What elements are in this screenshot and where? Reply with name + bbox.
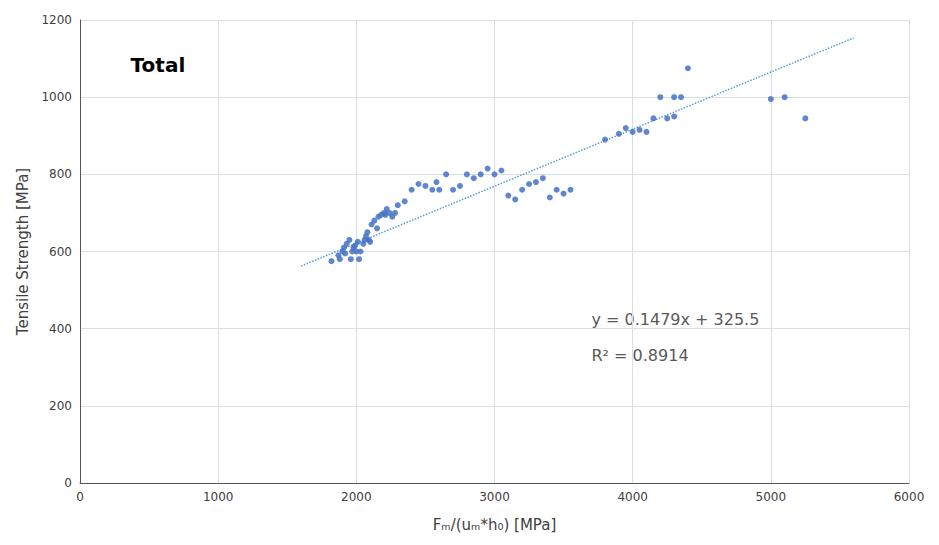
svg-text:y = 0.1479x + 325.5: y = 0.1479x + 325.5 bbox=[591, 310, 759, 329]
svg-text:6000: 6000 bbox=[894, 490, 925, 504]
svg-text:Fₘ/(uₘ*h₀) [MPa]: Fₘ/(uₘ*h₀) [MPa] bbox=[433, 516, 557, 534]
svg-text:5000: 5000 bbox=[756, 490, 787, 504]
svg-text:Tensile Strength [MPa]: Tensile Strength [MPa] bbox=[14, 168, 32, 336]
svg-text:R² = 0.8914: R² = 0.8914 bbox=[591, 346, 688, 365]
svg-text:Total: Total bbox=[131, 53, 186, 77]
svg-text:4000: 4000 bbox=[617, 490, 648, 504]
svg-text:800: 800 bbox=[49, 167, 72, 181]
svg-text:0: 0 bbox=[76, 490, 84, 504]
svg-text:3000: 3000 bbox=[479, 490, 510, 504]
svg-text:1200: 1200 bbox=[41, 13, 72, 27]
svg-text:1000: 1000 bbox=[203, 490, 234, 504]
svg-text:200: 200 bbox=[49, 399, 72, 413]
svg-text:1000: 1000 bbox=[41, 90, 72, 104]
svg-text:400: 400 bbox=[49, 322, 72, 336]
svg-text:2000: 2000 bbox=[341, 490, 372, 504]
svg-text:600: 600 bbox=[49, 245, 72, 259]
svg-text:0: 0 bbox=[64, 476, 72, 490]
